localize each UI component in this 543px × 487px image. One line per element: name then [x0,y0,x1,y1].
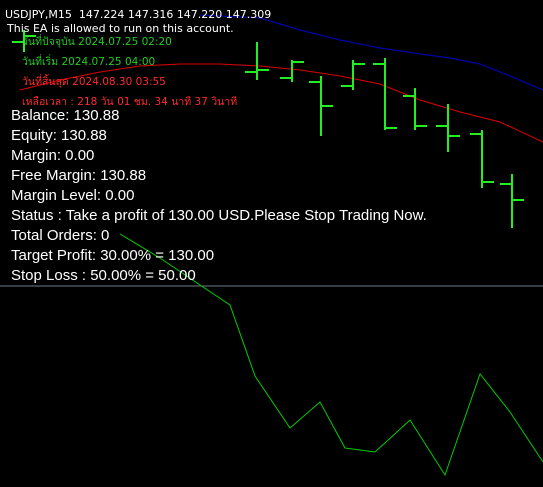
status-message: Status : Take a profit of 130.00 USD.Ple… [11,207,427,224]
indicator-line [119,233,543,477]
ohlc-bar [309,76,333,136]
equity-label: Equity: 130.88 [11,127,107,144]
ohlc-bar [373,58,397,130]
total-orders-label: Total Orders: 0 [11,227,110,244]
end-date-label: วันที่สิ้นสุด 2024.08.30 03:55 [22,76,166,88]
ohlc-bar [341,60,365,90]
free-margin-label: Free Margin: 130.88 [11,167,147,184]
ea-allowed-notice: This EA is allowed to run on this accoun… [7,22,234,35]
margin-label: Margin: 0.00 [11,147,95,164]
ohlc-bar [403,88,427,130]
margin-level-label: Margin Level: 0.00 [11,187,135,204]
blue-moving-average-line [199,14,543,91]
time-remaining-label: เหลือเวลา : 218 วัน 01 ชม. 34 นาที 37 วิ… [22,96,238,108]
ohlc-bars [12,30,524,228]
stop-loss-label: Stop Loss : 50.00% = 50.00 [11,267,196,284]
ohlc-bar [436,104,460,152]
balance-label: Balance: 130.88 [11,107,120,124]
ohlc-bar [470,130,494,188]
symbol-timeframe: USDJPY,M15 [5,8,72,21]
start-date-label: วันที่เริ่ม 2024.07.25 04:00 [22,56,156,68]
chart-title: USDJPY,M15 147.224 147.316 147.220 147.3… [5,8,271,21]
ohlc-values: 147.224 147.316 147.220 147.309 [78,8,272,21]
red-moving-average-line [19,63,543,143]
current-date-label: วันที่ปัจจุบัน 2024.07.25 02:20 [22,36,172,48]
ohlc-bar [245,42,269,80]
ohlc-bar [12,30,36,52]
target-profit-label: Target Profit: 30.00% = 130.00 [11,247,215,264]
ohlc-bar [500,174,524,228]
ohlc-bar [280,60,304,82]
